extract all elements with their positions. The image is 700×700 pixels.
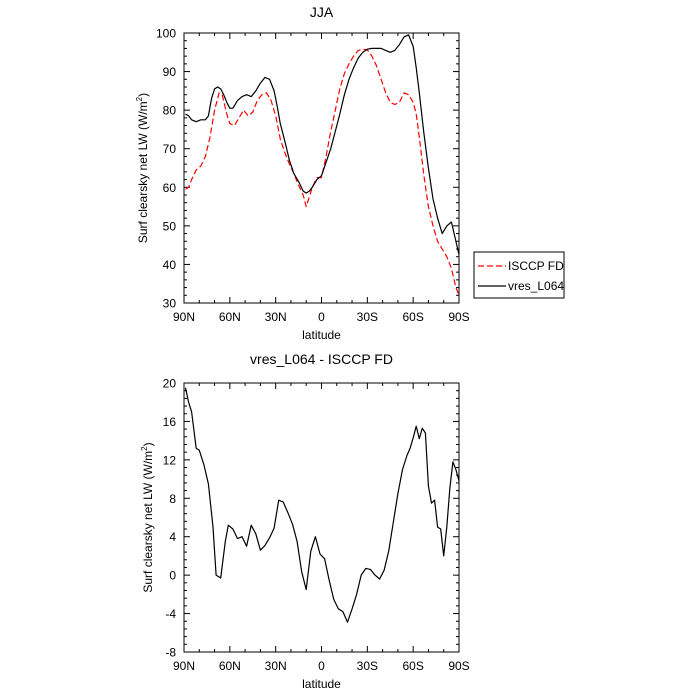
x-tick-label: 30S (357, 659, 378, 673)
x-tick-label: 60N (219, 310, 241, 324)
x-axis-label: latitude (302, 677, 341, 691)
plot-frame (183, 32, 460, 304)
legend-box (473, 251, 565, 299)
x-axis-label: latitude (302, 328, 341, 342)
y-axis-label-close: ) (141, 442, 155, 446)
y-tick-label: 4 (169, 530, 176, 544)
chart-title: JJA (310, 4, 334, 20)
y-tick-label: -4 (165, 607, 176, 621)
series-line-vres-l064 (185, 34, 460, 255)
y-axis-label-close: ) (136, 93, 150, 97)
y-tick-label: 100 (156, 27, 176, 41)
x-tick-label: 90S (448, 659, 469, 673)
x-tick-label: 0 (318, 659, 325, 673)
y-axis-label-superscript: 2 (140, 446, 149, 451)
y-tick-label: 0 (169, 569, 176, 583)
plot-frame (183, 382, 460, 653)
y-tick-label: 90 (163, 65, 177, 79)
x-tick-label: 60S (402, 310, 423, 324)
x-tick-label: 90S (448, 310, 469, 324)
y-tick-label: 30 (163, 297, 177, 311)
y-tick-label: 20 (163, 377, 177, 391)
series-line-vres-l064-isccp-fd (184, 387, 460, 623)
bottom-panel: vres_L064 - ISCCP FD 90N 60N 30N 0 30S 60S 90S -… (140, 351, 470, 691)
chart-title: vres_L064 - ISCCP FD (250, 351, 393, 367)
y-tick-label: 8 (169, 492, 176, 506)
y-tick-label: 12 (163, 453, 177, 467)
x-tick-label: 90N (173, 659, 195, 673)
x-tick-label: 60N (219, 659, 241, 673)
x-tick-label: 0 (318, 310, 325, 324)
y-axis-label: Surf clearsky net LW (W/m2) (135, 93, 150, 243)
x-tick-label: 30N (265, 310, 287, 324)
y-axis-label-main: Surf clearsky net LW (W/m (141, 451, 155, 593)
x-tick-label: 30N (265, 659, 287, 673)
x-tick-label: 60S (402, 659, 423, 673)
y-axis-label-superscript: 2 (135, 96, 144, 101)
y-tick-label: -8 (165, 646, 176, 660)
top-panel: JJA 90N 60N 30N 0 30S 60S 90S 30 40 50 60 70 80 90 100 l… (135, 4, 565, 342)
y-tick-label: 60 (163, 181, 177, 195)
x-tick-label: 90N (173, 310, 195, 324)
y-tick-label: 16 (163, 415, 177, 429)
x-tick-label: 30S (357, 310, 378, 324)
y-tick-label: 80 (163, 104, 177, 118)
legend-label: vres_L064 (508, 279, 564, 293)
y-axis-label: Surf clearsky net LW (W/m2) (140, 442, 155, 592)
y-tick-label: 70 (163, 142, 177, 156)
y-tick-label: 40 (163, 258, 177, 272)
legend-label: ISCCP FD (508, 259, 564, 273)
y-tick-label: 50 (163, 219, 177, 233)
y-axis-label-main: Surf clearsky net LW (W/m (136, 101, 150, 243)
